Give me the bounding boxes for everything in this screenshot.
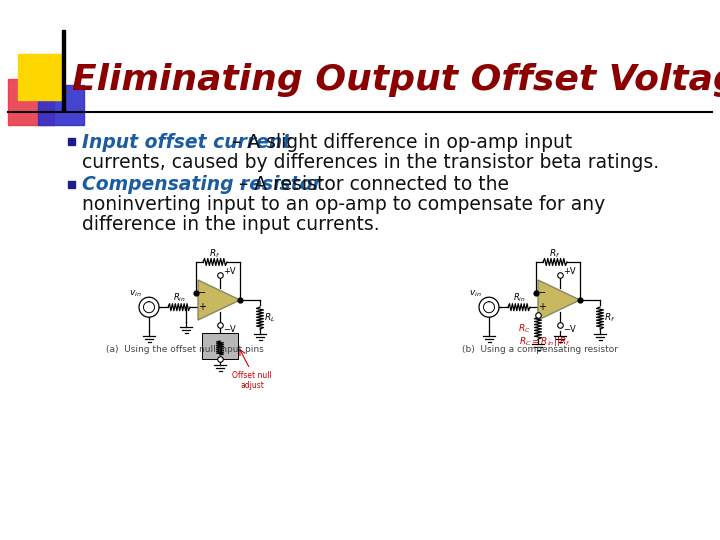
Text: +: +	[198, 302, 206, 312]
Text: +: +	[538, 302, 546, 312]
Text: +V: +V	[563, 267, 575, 276]
Bar	[68, 181, 75, 188]
Text: $R_f$: $R_f$	[549, 248, 561, 260]
Text: Eliminating Output Offset Voltage: Eliminating Output Offset Voltage	[72, 63, 720, 97]
Text: – A resistor connected to the: – A resistor connected to the	[233, 176, 509, 194]
Text: $v_{in}$: $v_{in}$	[469, 289, 482, 300]
Text: Input offset current: Input offset current	[82, 132, 292, 152]
Bar	[8, 79, 54, 125]
Text: −V: −V	[222, 325, 235, 334]
Bar	[202, 333, 238, 359]
Text: Offset null: Offset null	[232, 370, 272, 380]
Polygon shape	[538, 280, 580, 320]
Text: difference in the input currents.: difference in the input currents.	[82, 215, 379, 234]
Text: $R_L$: $R_L$	[264, 312, 276, 324]
Text: $R_C= R_{in}||R_f$: $R_C= R_{in}||R_f$	[519, 335, 571, 348]
Text: (a)  Using the offset null input pins: (a) Using the offset null input pins	[106, 346, 264, 354]
Text: $R_{in}$: $R_{in}$	[173, 292, 185, 305]
Bar	[38, 85, 84, 125]
Text: Compensating resistor: Compensating resistor	[82, 176, 322, 194]
Text: −: −	[198, 288, 206, 298]
Bar	[68, 138, 75, 145]
Bar	[62, 30, 65, 110]
Text: −V: −V	[562, 325, 575, 334]
Text: noninverting input to an op-amp to compensate for any: noninverting input to an op-amp to compe…	[82, 195, 606, 214]
Text: $R_C$: $R_C$	[518, 323, 531, 335]
Text: (b)  Using a compensating resistor: (b) Using a compensating resistor	[462, 346, 618, 354]
Bar	[18, 54, 64, 100]
Text: $R_{in}$: $R_{in}$	[513, 292, 526, 305]
Text: −: −	[538, 288, 546, 298]
Polygon shape	[198, 280, 240, 320]
Text: currents, caused by differences in the transistor beta ratings.: currents, caused by differences in the t…	[82, 152, 659, 172]
Text: $R_f$: $R_f$	[210, 248, 220, 260]
Text: – A slight difference in op-amp input: – A slight difference in op-amp input	[226, 132, 572, 152]
Text: +V: +V	[222, 267, 235, 276]
Text: adjust: adjust	[240, 381, 264, 389]
Text: $v_{in}$: $v_{in}$	[129, 289, 141, 300]
Text: $R_f$: $R_f$	[604, 312, 616, 324]
